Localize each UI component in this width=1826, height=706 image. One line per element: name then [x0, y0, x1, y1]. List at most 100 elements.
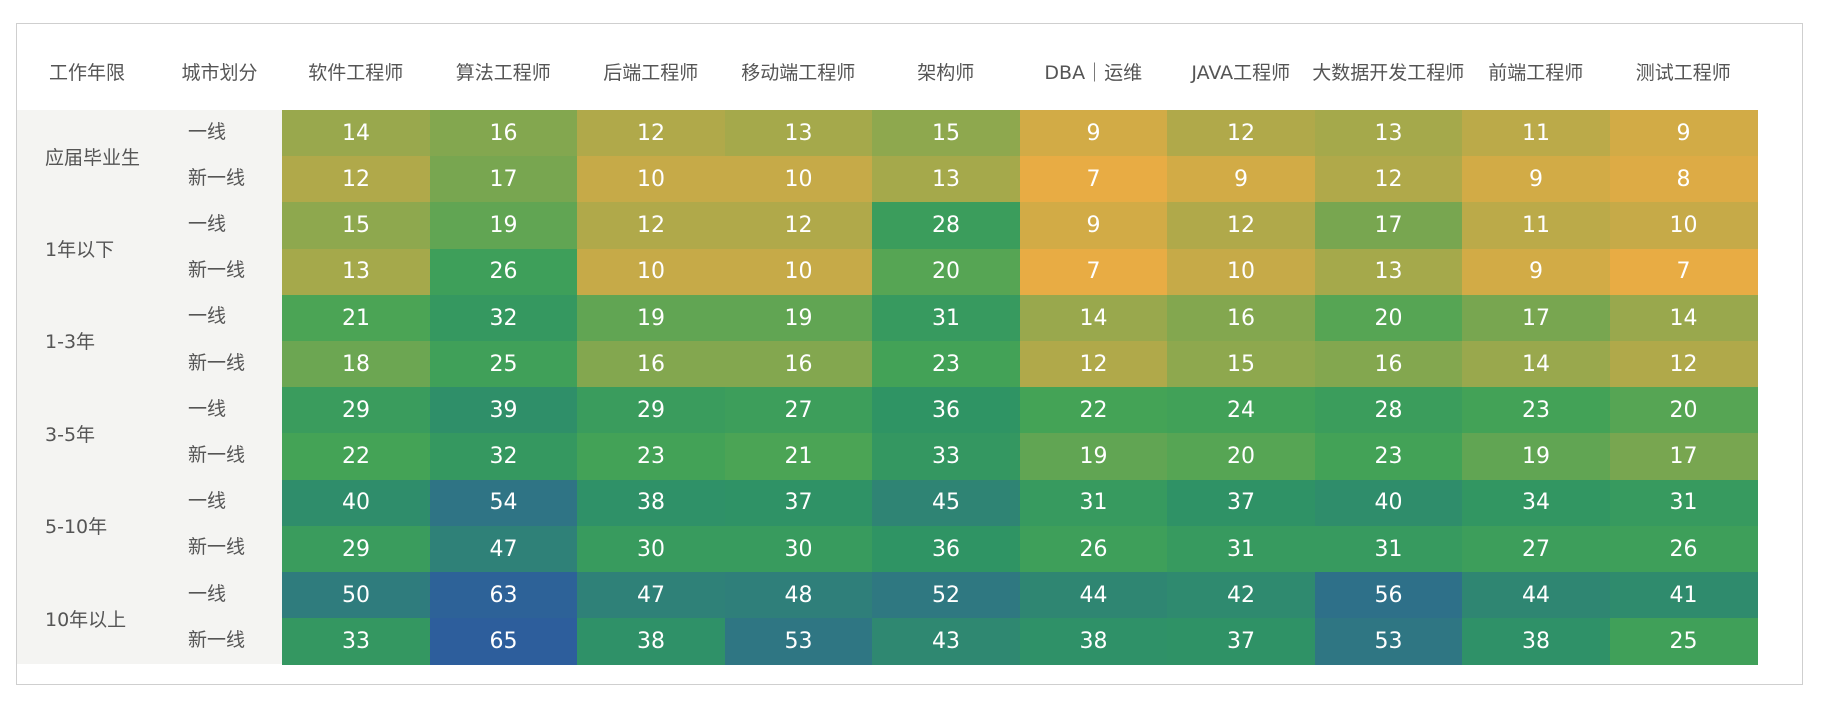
heat-cell: 29 — [282, 525, 430, 573]
heat-cell: 53 — [724, 618, 873, 665]
city-label: 新一线 — [188, 351, 246, 374]
heat-cell: 10 — [1167, 248, 1315, 296]
heat-cell: 42 — [1167, 572, 1315, 619]
heat-cell: 13 — [1314, 248, 1463, 296]
heat-cell: 12 — [1019, 341, 1168, 388]
heat-cell: 12 — [1167, 202, 1315, 250]
column-header: 前端工程师 — [1488, 61, 1584, 84]
heat-cell: 38 — [1019, 618, 1168, 665]
heat-cell: 37 — [1167, 618, 1315, 665]
column-header: 城市划分 — [181, 61, 258, 84]
heat-cell: 8 — [1609, 156, 1758, 203]
heat-cell: 65 — [429, 618, 578, 665]
heat-cell: 7 — [1609, 248, 1758, 296]
city-label: 一线 — [188, 397, 227, 420]
heat-cell: 37 — [724, 479, 873, 527]
column-header: 后端工程师 — [603, 61, 699, 84]
heat-cell: 48 — [724, 572, 873, 619]
column-header: 工作年限 — [48, 61, 125, 84]
column-header: 算法工程师 — [455, 61, 551, 84]
heat-cell: 31 — [1019, 479, 1168, 527]
city-label: 新一线 — [188, 536, 246, 559]
heat-cell: 47 — [577, 572, 725, 619]
column-header: JAVA工程师 — [1191, 61, 1291, 84]
heat-cell: 26 — [1609, 525, 1758, 573]
heat-cell: 22 — [282, 433, 430, 481]
heat-cell: 32 — [429, 294, 578, 342]
group-label: 5-10年 — [17, 479, 282, 572]
heat-cell: 31 — [1167, 525, 1315, 573]
heat-cell: 28 — [872, 202, 1020, 250]
heat-cell: 19 — [429, 202, 578, 250]
heat-cell: 9 — [1019, 202, 1168, 250]
heat-cell: 21 — [724, 433, 873, 481]
heat-cell: 12 — [577, 202, 725, 250]
heat-cell: 19 — [724, 294, 873, 342]
heat-cell: 23 — [1314, 433, 1463, 481]
city-label: 一线 — [188, 212, 227, 235]
heat-cell: 23 — [1462, 387, 1610, 434]
heat-cell: 28 — [1314, 387, 1463, 434]
heat-cell: 43 — [872, 618, 1020, 665]
group-label: 3-5年 — [17, 387, 282, 480]
heat-cell: 20 — [1167, 433, 1315, 481]
heat-cell: 9 — [1019, 110, 1168, 157]
heat-cell: 13 — [872, 156, 1020, 203]
heat-cell: 23 — [872, 341, 1020, 388]
column-header: 大数据开发工程师 — [1312, 61, 1465, 84]
heat-cell: 12 — [282, 156, 430, 203]
heat-cell: 25 — [1609, 618, 1758, 665]
heat-cell: 12 — [577, 110, 725, 157]
heat-cell: 26 — [1019, 525, 1168, 573]
city-label: 新一线 — [188, 628, 246, 651]
heat-cell: 19 — [1462, 433, 1610, 481]
heat-cell: 10 — [1609, 202, 1758, 250]
heat-cell: 19 — [577, 294, 725, 342]
column-header: 测试工程师 — [1635, 61, 1731, 84]
heat-cell: 25 — [429, 341, 578, 388]
table-frame: 工作年限 城市划分 软件工程师 算法工程师 后端工程师 移动端工程师 架构师 DBA｜运维 JA… — [16, 23, 1803, 685]
heat-cell: 10 — [577, 248, 725, 296]
heat-cell: 12 — [1167, 110, 1315, 157]
heat-cell: 16 — [724, 341, 873, 388]
heat-cell: 14 — [1019, 294, 1168, 342]
city-label: 新一线 — [188, 166, 246, 189]
heat-cell: 10 — [577, 156, 725, 203]
heat-cell: 45 — [872, 479, 1020, 527]
group-label: 1年以下 — [17, 202, 282, 295]
heat-cell: 34 — [1462, 479, 1610, 527]
heat-cell: 16 — [577, 341, 725, 388]
heat-cell: 21 — [282, 294, 430, 342]
heat-cell: 7 — [1019, 248, 1168, 296]
heat-cell: 17 — [1609, 433, 1758, 481]
heat-cell: 10 — [724, 248, 873, 296]
column-header: 移动端工程师 — [741, 61, 856, 84]
heat-cell: 40 — [282, 479, 430, 527]
heat-cell: 18 — [282, 341, 430, 388]
heat-cell: 38 — [1462, 618, 1610, 665]
heat-cell: 30 — [724, 525, 873, 573]
heat-cell: 44 — [1019, 572, 1168, 619]
heat-cell: 29 — [577, 387, 725, 434]
column-header: 架构师 — [917, 61, 975, 84]
heat-cell: 56 — [1314, 572, 1463, 619]
heat-cell: 38 — [577, 618, 725, 665]
heat-cell: 50 — [282, 572, 430, 619]
heat-cell: 15 — [872, 110, 1020, 157]
heat-cell: 17 — [1462, 294, 1610, 342]
heat-cell: 9 — [1462, 248, 1610, 296]
heat-cell: 27 — [724, 387, 873, 434]
heat-cell: 13 — [282, 248, 430, 296]
heat-cell: 37 — [1167, 479, 1315, 527]
heat-cell: 11 — [1462, 202, 1610, 250]
heat-cell: 15 — [1167, 341, 1315, 388]
heat-cell: 36 — [872, 387, 1020, 434]
heat-cell: 22 — [1019, 387, 1168, 434]
heat-cell: 54 — [429, 479, 578, 527]
heat-cell: 27 — [1462, 525, 1610, 573]
heat-cell: 53 — [1314, 618, 1463, 665]
city-label: 一线 — [188, 120, 227, 143]
heat-cell: 31 — [1314, 525, 1463, 573]
city-label: 一线 — [188, 582, 227, 605]
